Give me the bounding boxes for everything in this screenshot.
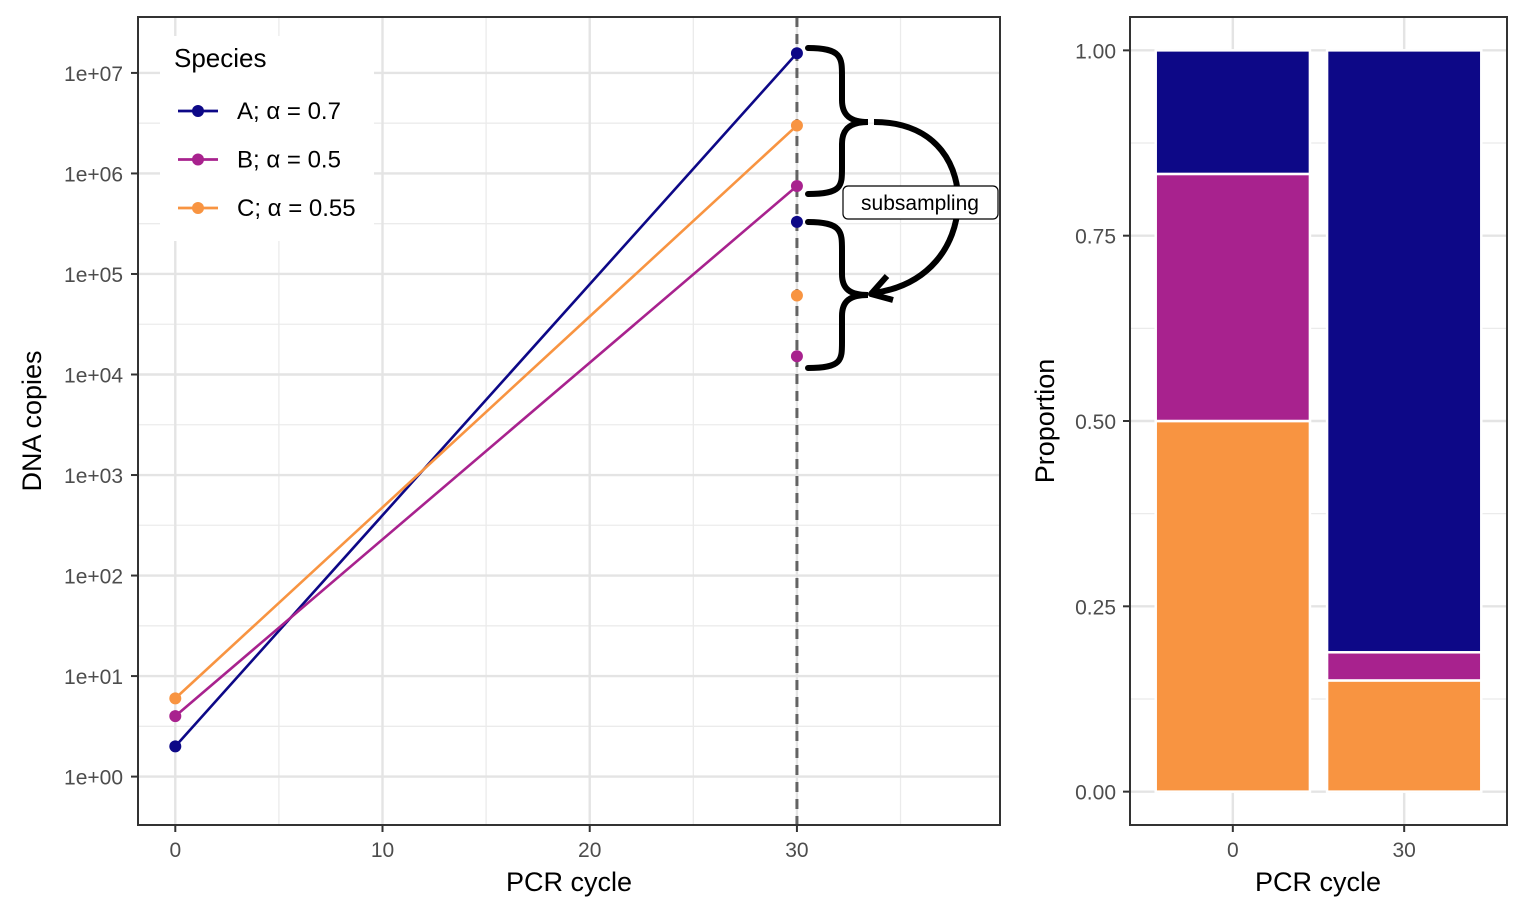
bar-y-axis-title: Proportion bbox=[1030, 359, 1060, 484]
x-tick-label: 30 bbox=[1393, 839, 1416, 862]
y-tick-label: 1e+07 bbox=[64, 63, 123, 86]
x-tick-label: 0 bbox=[1227, 839, 1239, 862]
bar-axis-ticks: 0 30 0.00 0.25 0.50 0.75 1.00 bbox=[1075, 40, 1416, 862]
series-point-2 bbox=[790, 119, 803, 132]
line-series-group bbox=[174, 52, 798, 748]
bar-segment-b-cycle-30 bbox=[1325, 651, 1483, 682]
bar-segment-a-cycle-0 bbox=[1154, 49, 1312, 176]
y-tick-label: 1e+02 bbox=[64, 566, 123, 589]
y-tick-label: 0.00 bbox=[1075, 782, 1116, 805]
x-tick-label: 20 bbox=[578, 839, 601, 862]
line-points-group bbox=[169, 47, 803, 753]
line-chart-panel: subsampling Species A; α = 0.7 B; α = 0.5… bbox=[17, 16, 1001, 897]
x-tick-label: 30 bbox=[785, 839, 808, 862]
y-tick-label: 1e+01 bbox=[64, 666, 123, 689]
legend-label: A; α = 0.7 bbox=[237, 98, 341, 125]
y-tick-label: 0.50 bbox=[1075, 411, 1116, 434]
legend-label: C; α = 0.55 bbox=[237, 195, 356, 222]
y-tick-label: 0.75 bbox=[1075, 226, 1116, 249]
series-line-2 bbox=[174, 124, 798, 700]
legend-items: A; α = 0.7 B; α = 0.5 C; α = 0.55 bbox=[178, 98, 356, 222]
series-point-2 bbox=[169, 692, 182, 705]
upper-brace bbox=[805, 45, 869, 197]
x-tick-label: 10 bbox=[371, 839, 394, 862]
subsampling-arrow-head bbox=[868, 274, 894, 303]
y-tick-label: 0.25 bbox=[1075, 596, 1116, 619]
bar-segment-c-cycle-0 bbox=[1154, 419, 1312, 793]
subsampling-label: subsampling bbox=[861, 192, 979, 215]
stacked-bar-panel: 0 30 0.00 0.25 0.50 0.75 1.00 PCR cycle Propor… bbox=[1030, 16, 1508, 897]
series-line-0 bbox=[174, 52, 798, 748]
y-tick-label: 1.00 bbox=[1075, 40, 1116, 63]
legend-key-point bbox=[192, 153, 204, 166]
y-tick-label: 1e+04 bbox=[64, 364, 123, 387]
legend-key-point bbox=[192, 202, 204, 214]
series-point-1 bbox=[790, 180, 803, 193]
y-tick-label: 1e+03 bbox=[64, 465, 123, 488]
bar-segment-b-cycle-0 bbox=[1154, 172, 1312, 423]
subsampling-label-box bbox=[842, 185, 999, 220]
bar-x-axis-title: PCR cycle bbox=[1255, 867, 1381, 897]
legend-label: B; α = 0.5 bbox=[237, 147, 341, 174]
y-tick-label: 1e+00 bbox=[64, 767, 123, 790]
subsampled-point-0 bbox=[790, 215, 803, 228]
line-y-axis-title: DNA copies bbox=[17, 350, 47, 491]
y-tick-label: 1e+06 bbox=[64, 163, 123, 186]
series-line-1 bbox=[174, 185, 798, 718]
series-point-0 bbox=[790, 47, 803, 60]
legend-title: Species bbox=[174, 43, 267, 73]
series-point-0 bbox=[169, 740, 182, 753]
y-tick-label: 1e+05 bbox=[64, 264, 123, 287]
line-x-axis-title: PCR cycle bbox=[506, 867, 632, 897]
subsampled-point-1 bbox=[790, 350, 803, 363]
series-point-1 bbox=[169, 710, 182, 723]
subsampled-point-2 bbox=[790, 289, 803, 302]
legend-key-point bbox=[192, 105, 204, 117]
line-axis-ticks: 0 10 20 30 1e+00 1e+01 1e+02 1e+03 1e+04 1e+05 1e+… bbox=[64, 63, 809, 862]
line-plot-border bbox=[137, 16, 1001, 826]
bar-segment-c-cycle-30 bbox=[1325, 679, 1483, 793]
bar-segment-a-cycle-30 bbox=[1325, 49, 1483, 654]
legend: Species A; α = 0.7 B; α = 0.5 C; α = 0.55 bbox=[160, 36, 374, 241]
lower-brace bbox=[805, 219, 869, 371]
bar-segments-group bbox=[1154, 49, 1483, 793]
x-tick-label: 0 bbox=[169, 839, 181, 862]
